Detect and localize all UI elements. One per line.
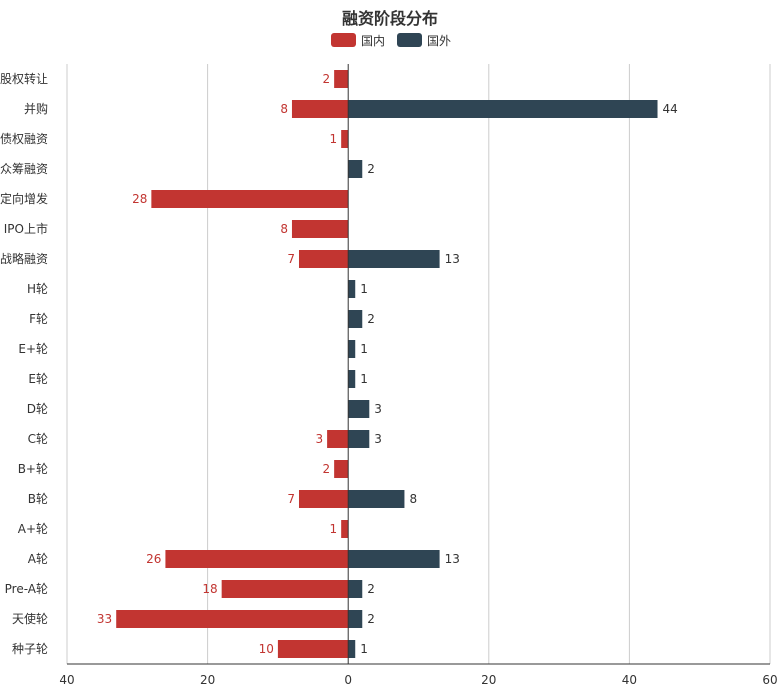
y-category-label: 并购	[24, 101, 48, 116]
x-tick-label: 0	[344, 673, 352, 687]
y-category-label: IPO上市	[4, 221, 48, 236]
bar-国外	[348, 160, 363, 178]
value-label: 2	[322, 72, 330, 86]
value-label: 2	[367, 582, 375, 596]
bar-国内	[151, 190, 349, 208]
bar-国外	[348, 550, 440, 568]
bar-国内	[341, 130, 349, 148]
value-label: 8	[280, 222, 288, 236]
value-label: 2	[322, 462, 330, 476]
y-category-label: B轮	[28, 492, 48, 506]
y-category-label: E轮	[28, 372, 48, 386]
bar-国外	[348, 580, 363, 598]
y-category-label: 战略融资	[0, 251, 48, 266]
bar-国内	[334, 460, 349, 478]
x-tick-label: 20	[481, 673, 496, 687]
legend-label: 国内	[361, 34, 385, 48]
value-label: 1	[360, 372, 368, 386]
value-label: 2	[367, 162, 375, 176]
y-category-label: 种子轮	[12, 642, 48, 656]
value-label: 1	[330, 522, 338, 536]
bar-国内	[334, 70, 349, 88]
y-category-label: A轮	[28, 552, 48, 566]
bar-国外	[348, 640, 356, 658]
x-tick-label: 40	[59, 673, 74, 687]
y-category-label: 天使轮	[12, 611, 48, 626]
chart-title: 融资阶段分布	[342, 9, 438, 28]
value-label: 13	[445, 252, 460, 266]
bar-国内	[291, 220, 349, 238]
y-category-label: 定向增发	[0, 191, 48, 206]
value-label: 13	[445, 552, 460, 566]
value-label: 8	[280, 102, 288, 116]
bar-国内	[327, 430, 349, 448]
bar-国内	[291, 100, 349, 118]
bar-国外	[348, 610, 363, 628]
value-label: 3	[315, 432, 323, 446]
value-label: 2	[367, 612, 375, 626]
value-label: 8	[409, 492, 417, 506]
x-tick-label: 60	[762, 673, 777, 687]
bar-国外	[348, 310, 363, 328]
y-category-label: D轮	[27, 402, 48, 416]
y-category-label: H轮	[27, 282, 48, 296]
bar-国内	[221, 580, 349, 598]
bar-国内	[277, 640, 349, 658]
y-category-label: Pre-A轮	[5, 582, 48, 596]
bar-国外	[348, 250, 440, 268]
value-label: 18	[202, 582, 217, 596]
y-category-label: C轮	[28, 432, 48, 446]
value-label: 28	[132, 192, 147, 206]
value-label: 33	[97, 612, 112, 626]
value-label: 1	[360, 642, 368, 656]
bar-国内	[341, 520, 349, 538]
y-category-label: F轮	[29, 312, 48, 326]
value-label: 7	[287, 252, 295, 266]
bar-国外	[348, 400, 370, 418]
y-category-label: 债权融资	[0, 132, 48, 146]
y-category-label: B+轮	[18, 462, 48, 476]
bar-国外	[348, 490, 405, 508]
y-category-label: A+轮	[18, 522, 48, 536]
bar-国内	[165, 550, 349, 568]
bar-国内	[298, 250, 349, 268]
legend-swatch	[397, 33, 422, 47]
bar-国内	[116, 610, 349, 628]
bar-国外	[348, 100, 658, 118]
legend-label: 国外	[427, 34, 451, 48]
x-tick-label: 20	[200, 673, 215, 687]
value-label: 26	[146, 552, 161, 566]
value-label: 7	[287, 492, 295, 506]
legend: 国内 国外	[331, 33, 451, 48]
x-tick-label: 40	[622, 673, 637, 687]
legend-swatch	[331, 33, 356, 47]
value-label: 3	[374, 432, 382, 446]
value-label: 3	[374, 402, 382, 416]
bar-国外	[348, 280, 356, 298]
bar-国外	[348, 370, 356, 388]
value-label: 10	[259, 642, 274, 656]
value-label: 1	[360, 282, 368, 296]
bar-国外	[348, 340, 356, 358]
y-category-label: E+轮	[18, 342, 48, 356]
value-label: 44	[663, 102, 678, 116]
bar-国内	[298, 490, 349, 508]
grid-lines	[66, 64, 771, 664]
y-category-label: 众筹融资	[0, 162, 48, 176]
value-label: 1	[330, 132, 338, 146]
bar-国外	[348, 430, 370, 448]
y-category-label: 股权转让	[0, 71, 48, 86]
value-label: 1	[360, 342, 368, 356]
bars	[116, 70, 658, 658]
value-label: 2	[367, 312, 375, 326]
